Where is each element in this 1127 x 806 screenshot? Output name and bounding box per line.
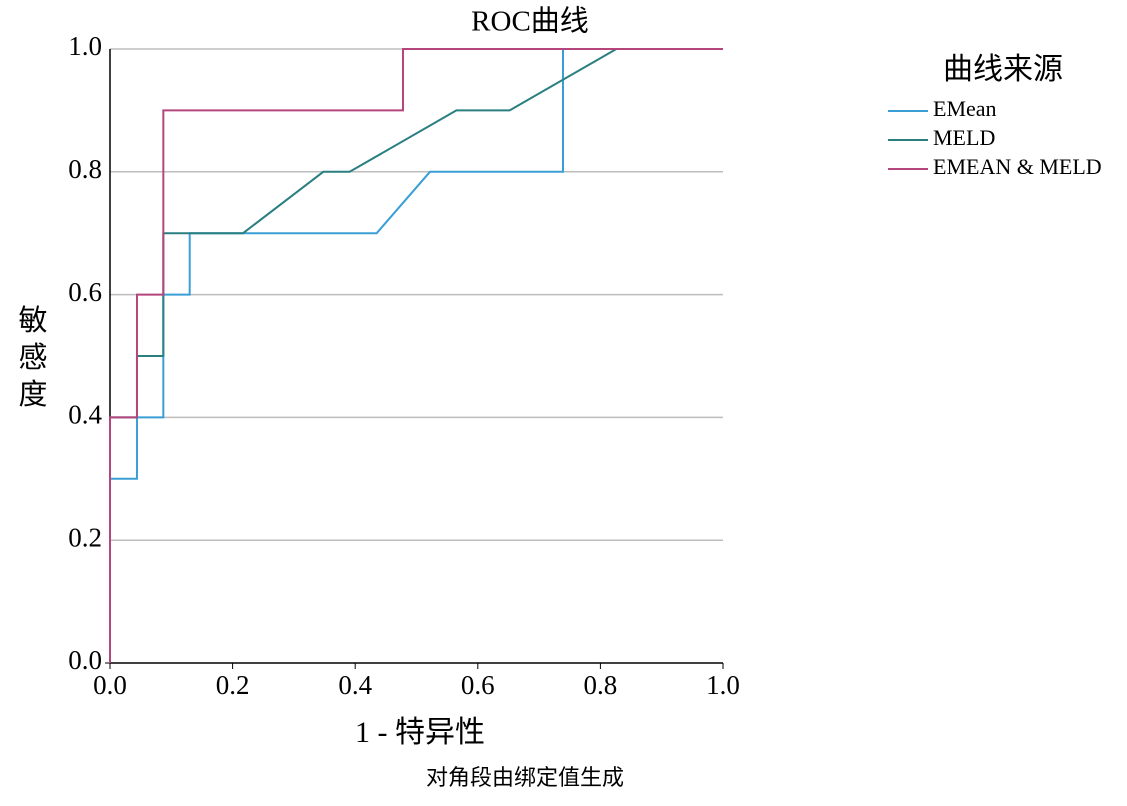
y-axis-label: 敏感度 (14, 304, 48, 415)
y-tick-label: 1.0 (68, 31, 102, 61)
x-tick-label: 0.0 (93, 670, 127, 700)
roc-line (109, 48, 723, 663)
y-tick-label: 0.8 (68, 154, 102, 184)
legend-label: EMEAN & MELD (933, 154, 1102, 179)
legend-label: EMean (933, 96, 997, 121)
x-tick-label: 0.6 (461, 670, 495, 700)
footnote: 对角段由绑定值生成 (426, 765, 624, 790)
chart-title: ROC曲线 (471, 5, 589, 38)
roc-line (109, 48, 723, 663)
y-tick-label: 0.2 (68, 522, 102, 552)
x-tick-label: 1.0 (706, 670, 740, 700)
roc-line (109, 48, 723, 663)
x-tick-label: 0.4 (338, 670, 372, 700)
legend-title: 曲线来源 (943, 53, 1063, 86)
x-axis-label: 1 - 特异性 (355, 716, 485, 749)
x-tick-label: 0.2 (216, 670, 250, 700)
legend-label: MELD (933, 125, 995, 150)
y-tick-label: 0.6 (68, 277, 102, 307)
y-tick-label: 0.0 (68, 645, 102, 675)
y-tick-label: 0.4 (68, 400, 102, 430)
x-tick-label: 0.8 (584, 670, 618, 700)
